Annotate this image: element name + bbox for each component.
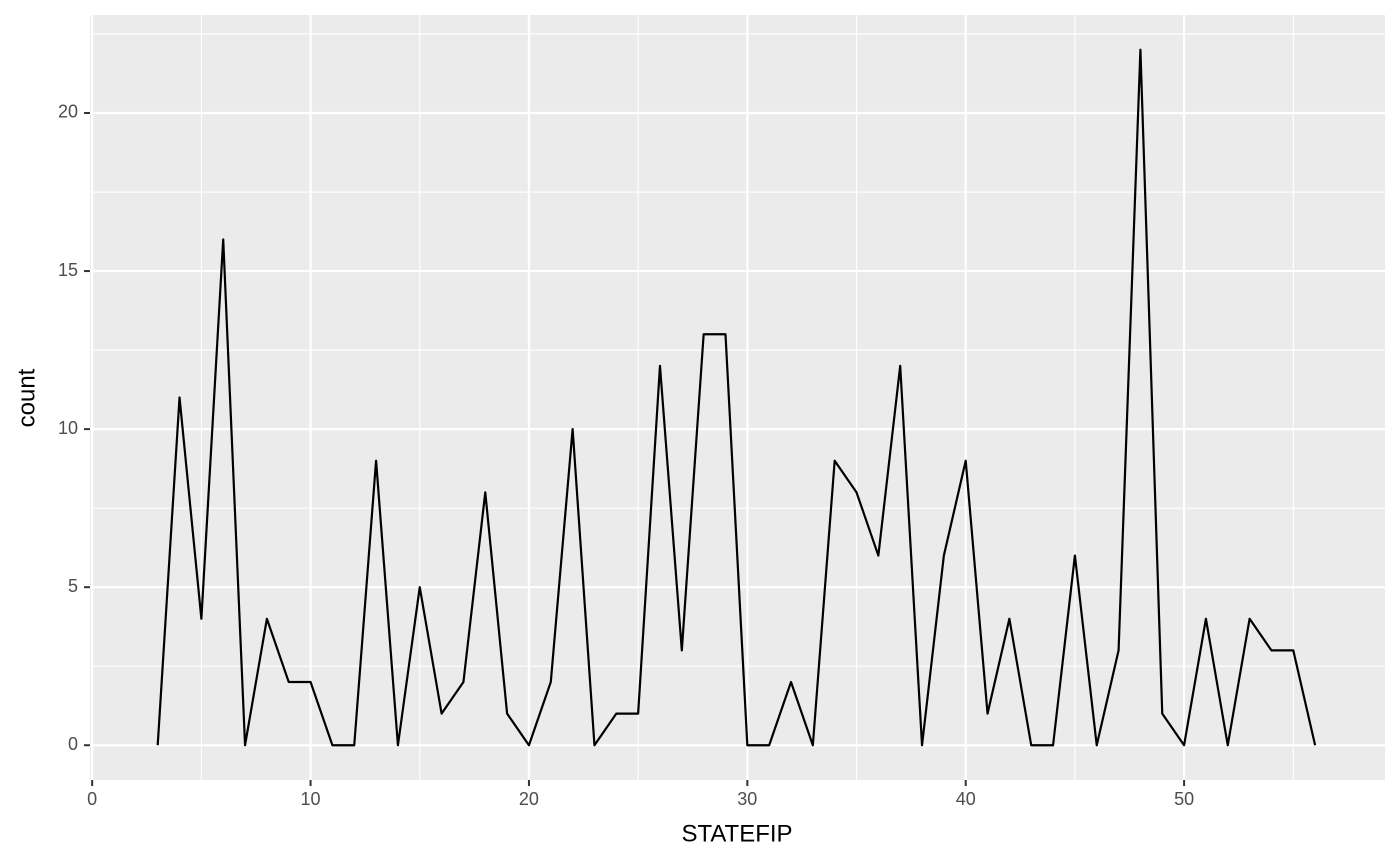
y-axis-title: count (13, 368, 40, 427)
x-tick-label: 20 (519, 789, 539, 809)
y-tick-label: 20 (58, 102, 78, 122)
y-tick-label: 15 (58, 260, 78, 280)
y-tick-label: 0 (68, 734, 78, 754)
x-tick-label: 10 (301, 789, 321, 809)
x-tick-label: 0 (87, 789, 97, 809)
x-axis-title: STATEFIP (681, 820, 792, 847)
x-tick-label: 50 (1174, 789, 1194, 809)
x-tick-label: 40 (956, 789, 976, 809)
y-tick-label: 5 (68, 576, 78, 596)
line (156, 48, 1317, 747)
panel (90, 15, 1385, 780)
x-tick-label: 30 (737, 789, 757, 809)
y-tick-label: 10 (58, 418, 78, 438)
